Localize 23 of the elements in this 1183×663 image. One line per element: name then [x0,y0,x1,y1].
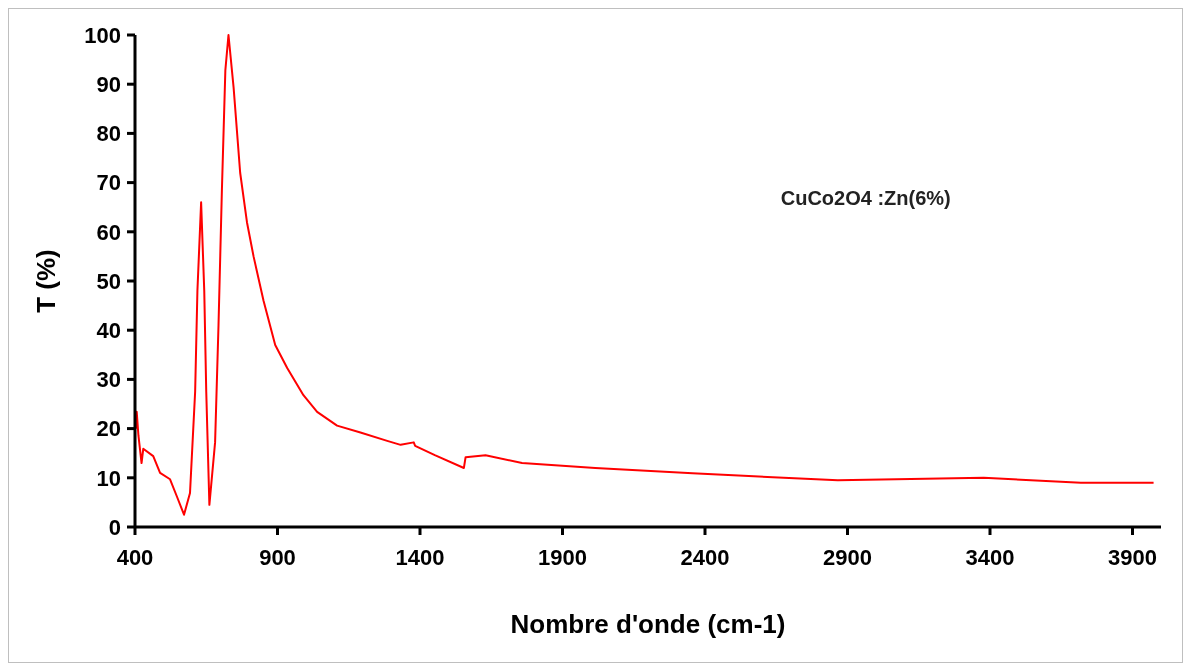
line-series [134,34,1155,516]
y-tick-label: 100 [84,22,121,48]
x-tick-label: 1900 [538,545,587,570]
x-tick-label: 900 [259,545,296,570]
x-tick-label: 2900 [823,545,872,570]
x-tick-label: 3400 [965,545,1015,570]
y-tick-label: 50 [96,268,121,294]
y-tick-label: 30 [96,367,121,393]
y-axis-title: T (%) [31,249,61,313]
y-tick-label: 80 [96,121,121,147]
y-tick-label: 10 [96,465,121,491]
y-tick-label: 70 [96,170,121,196]
y-tick-label: 20 [96,416,121,442]
x-axis-title: Nombre d'onde (cm-1) [510,609,786,639]
annotation: CuCo2O4 :Zn(6%) [780,187,951,209]
x-tick-label: 1400 [395,545,445,570]
x-tick-label: 3900 [1108,545,1157,570]
y-tick-label: 40 [96,317,121,343]
y-tick-label: 60 [96,219,121,245]
y-tick-label: 0 [108,514,121,540]
x-tick-label: 400 [116,545,154,570]
x-tick-label: 2400 [680,545,730,570]
y-tick-label: 90 [96,71,121,97]
